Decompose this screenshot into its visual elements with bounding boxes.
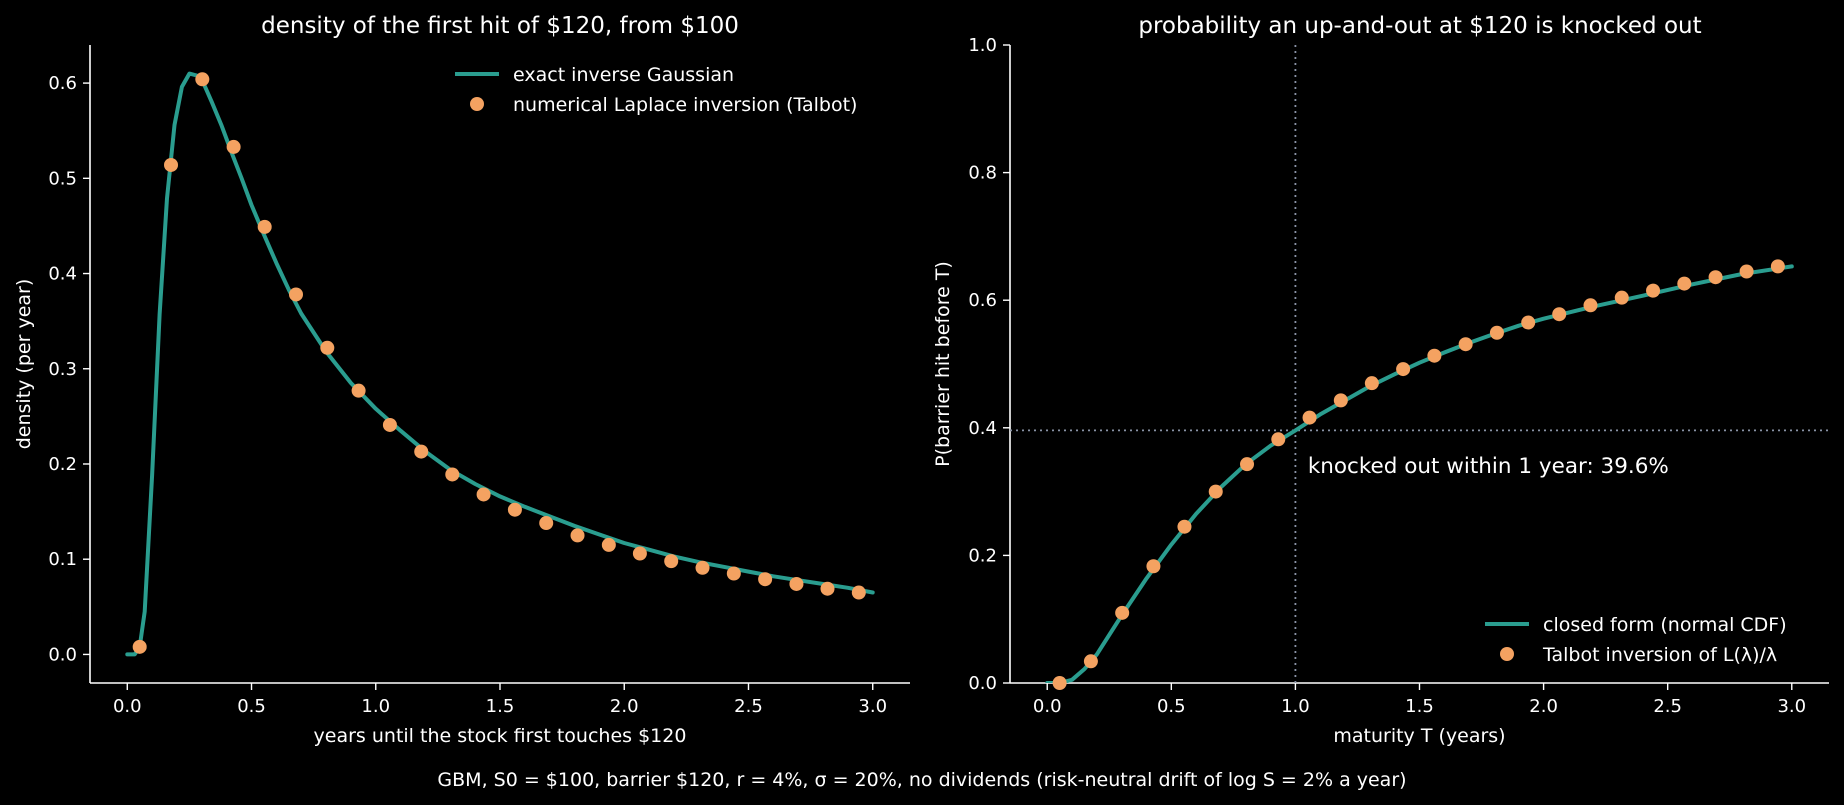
data-point [789,576,804,591]
data-point [1177,519,1192,534]
data-point [1083,654,1098,669]
data-point [1552,307,1567,322]
data-point [601,537,616,552]
data-point [257,219,272,234]
data-point [445,467,460,482]
legend-entry-label: closed form (normal CDF) [1543,614,1787,636]
data-point [1333,393,1348,408]
x-tick-label: 0.5 [1157,696,1186,717]
data-point [1240,457,1255,472]
x-tick-label: 3.0 [1777,696,1806,717]
x-tick-label: 1.5 [1405,696,1434,717]
y-tick-label: 0.2 [48,454,77,475]
data-point [164,157,179,172]
data-point [1208,484,1223,499]
data-point [1521,315,1536,330]
x-tick-label: 2.5 [734,696,763,717]
data-point [132,639,147,654]
legend-point-swatch [470,97,484,111]
x-tick-label: 3.0 [858,696,887,717]
y-axis-label: P(barrier hit before T) [932,261,954,467]
data-point [1708,270,1723,285]
x-tick-label: 0.0 [113,696,142,717]
data-point [1146,559,1161,574]
x-tick-label: 1.5 [486,696,515,717]
data-point [539,516,554,531]
data-point [476,487,491,502]
chart-title: density of the first hit of $120, from $… [261,13,739,39]
data-point [632,546,647,561]
x-axis-label: maturity T (years) [1333,725,1505,747]
data-point [1770,259,1785,274]
annotation-text: knocked out within 1 year: 39.6% [1308,454,1669,479]
x-tick-label: 2.0 [610,696,639,717]
data-point [1427,348,1442,363]
data-point [1739,264,1754,279]
y-tick-label: 0.1 [48,549,77,570]
x-tick-label: 2.0 [1529,696,1558,717]
series-line-0 [1045,264,1794,683]
legend-entry-label: numerical Laplace inversion (Talbot) [513,94,857,116]
data-point [1302,410,1317,425]
y-tick-label: 0.5 [48,168,77,189]
legend-entry-label: exact inverse Gaussian [513,64,734,86]
data-point [664,554,679,569]
x-tick-label: 1.0 [361,696,390,717]
data-point [1458,337,1473,352]
figure-caption: GBM, S0 = $100, barrier $120, r = 4%, σ … [437,769,1406,791]
x-tick-label: 0.5 [237,696,266,717]
y-tick-label: 0.4 [48,264,77,285]
data-point [507,502,522,517]
density-chart: 0.0 0.5 1.0 1.5 2.0 2.5 3.0 0.0 0.1 0.2 0.3 0.4 0.5 0… [13,13,910,747]
x-axis-label: years until the stock first touches $120 [314,725,687,747]
knockout-probability-chart: 0.0 0.5 1.0 1.5 2.0 2.5 3.0 0.0 0.2 0.4 0.6 0.8 1.0 p… [932,13,1829,747]
data-point [1115,605,1130,620]
y-tick-label: 0.4 [968,418,997,439]
data-point [820,581,835,596]
y-tick-label: 1.0 [968,35,997,56]
data-point [1646,283,1661,298]
legend-point-swatch [1500,647,1514,661]
data-point [1583,298,1598,313]
data-point [414,444,429,459]
data-point [758,572,773,587]
y-tick-label: 0.8 [968,163,997,184]
data-point [695,560,710,575]
data-point [226,139,241,154]
legend-entry-label: Talbot inversion of L(λ)/λ [1542,644,1777,666]
y-tick-label: 0.6 [968,290,997,311]
x-tick-label: 1.0 [1281,696,1310,717]
y-tick-label: 0.2 [968,545,997,566]
data-point [1489,325,1504,340]
y-axis-label: density (per year) [13,279,35,450]
data-point [1271,432,1286,447]
series-line-0 [125,71,875,657]
data-point [320,340,335,355]
data-point [195,72,210,87]
data-point [1364,376,1379,391]
data-point [288,287,303,302]
data-point [382,417,397,432]
data-point [726,566,741,581]
y-tick-label: 0.6 [48,73,77,94]
y-tick-label: 0.3 [48,359,77,380]
y-tick-label: 0.0 [48,644,77,665]
data-point [1052,676,1067,690]
data-point [1614,290,1629,305]
x-tick-label: 0.0 [1033,696,1062,717]
x-tick-label: 2.5 [1653,696,1682,717]
data-point [851,585,866,600]
data-point [1396,362,1411,377]
data-point [1677,276,1692,291]
chart-title: probability an up-and-out at $120 is kno… [1138,13,1701,39]
data-point [570,528,585,543]
y-tick-label: 0.0 [968,673,997,694]
data-point [351,383,366,398]
